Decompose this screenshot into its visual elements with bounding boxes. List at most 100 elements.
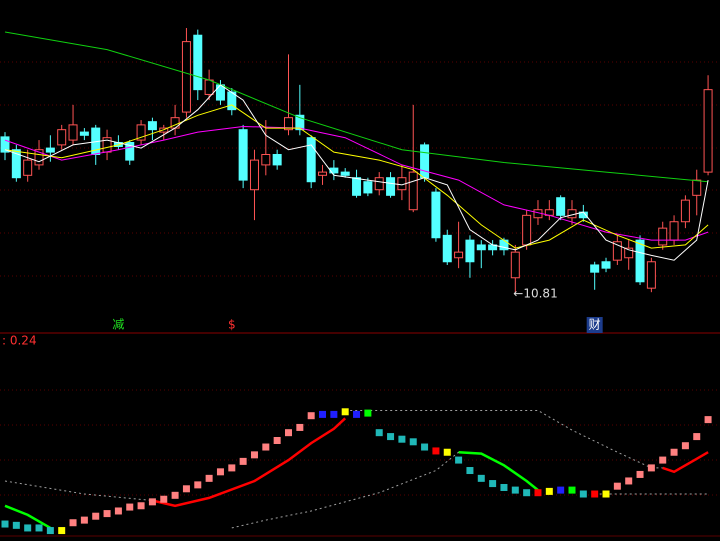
indicator-dot xyxy=(1,520,9,528)
line-series xyxy=(231,451,709,529)
candle-body xyxy=(23,159,33,176)
signal-marker: $ xyxy=(228,318,236,332)
indicator-dot xyxy=(319,410,327,418)
indicator-dot xyxy=(579,490,587,498)
indicator-dot xyxy=(398,435,406,443)
candle-body xyxy=(601,261,611,269)
indicator-dot xyxy=(613,482,621,490)
candle-body xyxy=(363,181,373,194)
indicator-dot xyxy=(647,464,655,472)
indicator-dot xyxy=(636,470,644,478)
indicator-dot xyxy=(35,524,43,532)
indicator-dot xyxy=(114,507,122,515)
candle-body xyxy=(692,179,702,196)
indicator-dot xyxy=(523,489,531,497)
indicator-dot xyxy=(285,429,292,437)
indicator-dot xyxy=(432,447,440,455)
indicator-dot xyxy=(568,486,576,494)
indicator-dot xyxy=(228,464,236,472)
indicator-dot xyxy=(534,489,542,497)
indicator-dot xyxy=(500,483,508,491)
candle-body xyxy=(295,114,305,131)
indicator-dot xyxy=(489,480,497,488)
candle-body xyxy=(284,117,293,131)
candle-body xyxy=(431,191,441,239)
indicator-dot xyxy=(103,510,111,518)
indicator-dot xyxy=(216,468,224,476)
indicator-dot xyxy=(58,527,66,535)
indicator-dot xyxy=(330,410,338,418)
indicator-dot xyxy=(307,412,315,420)
indicator-dot xyxy=(591,490,599,498)
indicator-dot xyxy=(239,457,247,465)
candle-body xyxy=(442,234,452,263)
candle-body xyxy=(45,147,55,153)
indicator-dot xyxy=(545,487,553,495)
indicator-dot xyxy=(250,451,258,459)
candle-body xyxy=(465,239,475,263)
candle-body xyxy=(408,171,418,211)
candle-body xyxy=(658,227,668,246)
indicator-dot xyxy=(69,519,77,527)
candle-body xyxy=(386,177,396,196)
indicator-dot xyxy=(171,491,179,499)
indicator-dot xyxy=(126,503,134,511)
indicator-dot xyxy=(421,443,429,451)
indicator-dot xyxy=(443,448,451,456)
candle-body xyxy=(204,79,214,95)
indicator-dot xyxy=(46,527,54,535)
candle-body xyxy=(249,159,259,191)
candle-body xyxy=(261,153,271,166)
indicator-dot xyxy=(148,498,156,506)
candle-body xyxy=(646,261,656,289)
indicator-dot xyxy=(625,477,633,485)
indicator-dot xyxy=(182,485,190,493)
candle-body xyxy=(318,171,328,176)
candle-body xyxy=(34,149,44,166)
indicator-dot xyxy=(681,442,689,450)
indicator-dot xyxy=(670,448,678,456)
candle-body xyxy=(352,177,362,196)
signal-marker: 减 xyxy=(112,318,124,332)
line-series xyxy=(152,417,709,508)
candle-body xyxy=(125,141,135,161)
candle-body xyxy=(590,264,600,273)
candle-body xyxy=(57,129,67,146)
indicator-grid xyxy=(0,389,720,496)
candle-body xyxy=(306,137,316,183)
candle-body xyxy=(556,197,566,216)
indicator-dot xyxy=(194,481,202,489)
indicator-dot xyxy=(296,423,304,431)
candle-body xyxy=(612,241,622,261)
indicator-dot xyxy=(409,438,417,446)
candle-body xyxy=(476,244,486,251)
candle-body xyxy=(454,251,464,259)
indicator-dot xyxy=(693,433,701,441)
indicator-dot xyxy=(160,495,168,503)
indicator-dot xyxy=(455,456,463,464)
indicator-dot xyxy=(353,410,361,418)
candle-body xyxy=(703,89,713,173)
marker-box xyxy=(586,317,603,333)
indicator-dot xyxy=(80,516,88,524)
indicator-dot xyxy=(477,474,485,482)
low-annotation: ←10.81 xyxy=(513,286,557,300)
candle-body xyxy=(522,214,532,246)
candle-body xyxy=(238,129,248,181)
candle-body xyxy=(147,121,157,131)
candle-body xyxy=(340,171,350,176)
candle-body xyxy=(420,144,430,179)
indicator-dot xyxy=(12,521,20,529)
indicator-dot xyxy=(704,416,712,424)
candle-body xyxy=(669,221,679,241)
line-series xyxy=(4,84,709,261)
candle-body xyxy=(510,251,520,279)
candle-body xyxy=(680,199,690,223)
candle-body xyxy=(0,136,10,153)
indicator-dot xyxy=(341,408,349,416)
indicator-dot xyxy=(602,490,610,498)
line-series xyxy=(4,125,709,241)
